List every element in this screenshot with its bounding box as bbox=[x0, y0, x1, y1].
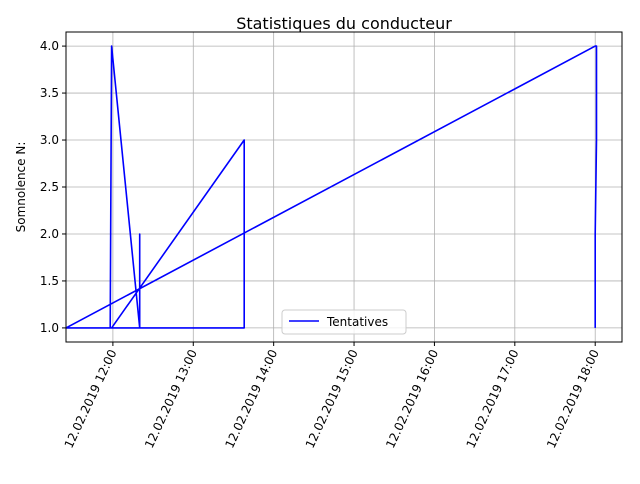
y-tick-label: 2.5 bbox=[40, 180, 59, 194]
y-tick-label: 3.5 bbox=[40, 86, 59, 100]
y-axis: 1.0 1.5 2.0 2.5 3.0 3.5 4.0 bbox=[40, 39, 66, 335]
y-tick-label: 3.0 bbox=[40, 133, 59, 147]
legend-label: Tentatives bbox=[326, 315, 388, 329]
grid bbox=[66, 32, 622, 342]
legend: Tentatives bbox=[281, 309, 407, 335]
y-tick-label: 4.0 bbox=[40, 39, 59, 53]
series-layer bbox=[65, 45, 598, 329]
series-line-tentatives bbox=[65, 45, 598, 329]
y-tick-label: 1.0 bbox=[40, 321, 59, 335]
legend-box bbox=[281, 309, 407, 335]
y-axis-label: Somnolence N: bbox=[14, 142, 28, 233]
chart-title: Statistiques du conducteur bbox=[236, 14, 452, 33]
y-tick-label: 2.0 bbox=[40, 227, 59, 241]
y-tick-label: 1.5 bbox=[40, 274, 59, 288]
